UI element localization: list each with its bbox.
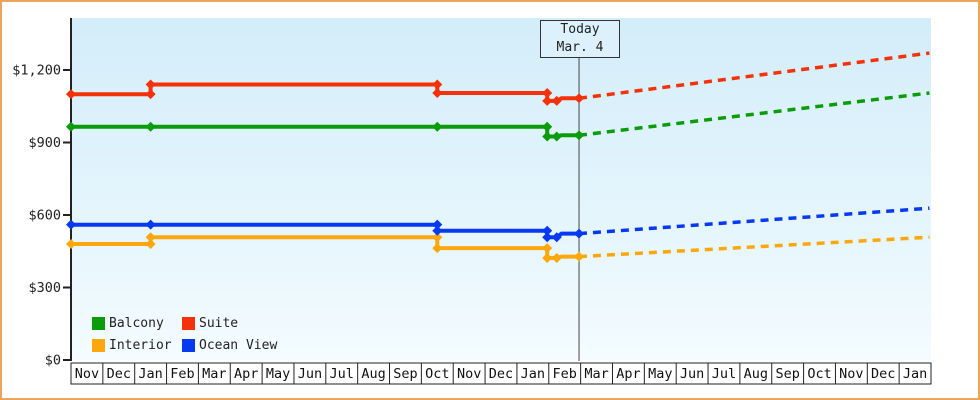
- x-axis-month-label: Nov: [839, 366, 863, 382]
- x-axis-month-label: May: [648, 366, 672, 382]
- data-point-interior: [542, 243, 553, 254]
- x-axis-month-label: Feb: [170, 366, 194, 382]
- x-axis-month-label: Jan: [521, 366, 545, 382]
- data-point-suite: [66, 89, 76, 100]
- x-axis-month-label: Oct: [807, 366, 831, 382]
- x-axis-month-label: Aug: [361, 366, 385, 382]
- x-axis-month-label: May: [266, 366, 290, 382]
- data-point-suite: [542, 87, 553, 98]
- data-point-interior: [574, 251, 585, 262]
- series-interior: [66, 232, 930, 264]
- data-point-interior: [145, 232, 156, 243]
- x-axis-month-label: Mar: [202, 366, 226, 382]
- x-axis: Nov Dec Jan Feb Mar Apr May Jun Jul Aug Sep Oct Nov D…: [70, 362, 932, 385]
- data-point-balcony: [542, 131, 553, 142]
- x-axis-month-label: Apr: [616, 366, 640, 382]
- x-axis-cell-frame: [70, 362, 932, 385]
- legend-label: Interior: [109, 337, 172, 353]
- chart-legend: Balcony Suite Interior Ocean View: [92, 312, 277, 356]
- data-point-interior: [66, 239, 76, 249]
- data-point-ocean-view: [542, 225, 553, 236]
- data-point-balcony: [574, 130, 585, 141]
- y-axis: [63, 18, 72, 361]
- legend-item-balcony: Balcony: [92, 312, 182, 334]
- data-point-suite: [432, 79, 443, 90]
- series-ocean-view: [66, 206, 930, 243]
- x-axis-month-label: Apr: [234, 366, 258, 382]
- x-axis-month-label: Oct: [425, 366, 449, 382]
- data-point-interior: [551, 253, 562, 264]
- legend-label: Suite: [199, 315, 239, 331]
- data-point-ocean-view: [574, 228, 585, 239]
- data-point-balcony: [551, 131, 562, 142]
- x-axis-month-label: Sep: [775, 366, 799, 382]
- suite-color-swatch-icon: [182, 316, 195, 330]
- x-axis-month-label: Sep: [393, 366, 417, 382]
- today-label: Today: [560, 22, 600, 37]
- y-tick-label: $0: [45, 353, 61, 369]
- ocean-view-color-swatch-icon: [182, 338, 195, 352]
- data-point-ocean-view: [542, 232, 553, 243]
- data-point-balcony: [432, 121, 443, 132]
- x-axis-month-label: Jan: [903, 366, 927, 382]
- forecast-line-ocean-view: [578, 206, 930, 236]
- y-tick-label: $1,200: [12, 63, 61, 79]
- interior-color-swatch-icon: [92, 338, 105, 352]
- y-tick-label: $600: [28, 208, 61, 224]
- today-marker-box: Today Mar. 4: [540, 20, 620, 58]
- y-tick-label: $900: [28, 135, 61, 151]
- x-axis-month-label: Dec: [871, 366, 895, 382]
- x-axis-month-label: Jan: [138, 366, 162, 382]
- data-point-ocean-view: [432, 225, 443, 236]
- forecast-line-interior: [578, 235, 930, 259]
- data-point-balcony: [145, 121, 156, 132]
- data-point-suite: [542, 95, 553, 106]
- data-point-balcony: [542, 121, 553, 132]
- data-point-balcony: [66, 121, 76, 132]
- x-axis-month-label: Jul: [330, 366, 354, 382]
- x-axis-month-label: Nov: [457, 366, 481, 382]
- legend-label: Balcony: [109, 315, 164, 331]
- today-date: Mar. 4: [556, 40, 604, 55]
- x-axis-month-label: Dec: [107, 366, 131, 382]
- data-point-ocean-view: [551, 232, 562, 243]
- series-suite: [66, 51, 930, 106]
- data-point-ocean-view: [432, 219, 443, 230]
- x-axis-month-label: Mar: [584, 366, 608, 382]
- legend-item-suite: Suite: [182, 312, 277, 334]
- forecast-line-suite: [578, 51, 930, 101]
- forecast-line-balcony: [578, 91, 930, 138]
- x-axis-month-label: Jun: [298, 366, 322, 382]
- x-axis-month-label: Feb: [553, 366, 577, 382]
- data-point-interior: [542, 253, 553, 264]
- legend-item-interior: Interior: [92, 334, 182, 356]
- data-point-ocean-view: [66, 219, 76, 230]
- x-axis-month-label: Dec: [489, 366, 513, 382]
- y-tick-label: $300: [28, 280, 61, 296]
- data-point-interior: [432, 243, 443, 254]
- data-point-interior: [432, 232, 443, 243]
- legend-item-ocean-view: Ocean View: [182, 334, 277, 356]
- data-point-suite: [432, 87, 443, 98]
- x-axis-month-label: Jun: [680, 366, 704, 382]
- data-point-ocean-view: [145, 219, 156, 230]
- balcony-color-swatch-icon: [92, 316, 105, 330]
- data-point-suite: [145, 89, 156, 100]
- x-axis-month-label: Jul: [712, 366, 736, 382]
- plot-area: [72, 18, 931, 360]
- data-point-interior: [145, 239, 156, 249]
- data-point-suite: [551, 95, 562, 106]
- y-tick-labels: $0 $300 $600 $900 $1,200: [12, 63, 61, 369]
- x-axis-month-label: Nov: [75, 366, 99, 382]
- x-axis-month-label: Aug: [744, 366, 768, 382]
- legend-label: Ocean View: [199, 337, 278, 353]
- series-balcony: [66, 91, 930, 142]
- data-point-suite: [145, 79, 156, 90]
- data-point-suite: [574, 93, 585, 104]
